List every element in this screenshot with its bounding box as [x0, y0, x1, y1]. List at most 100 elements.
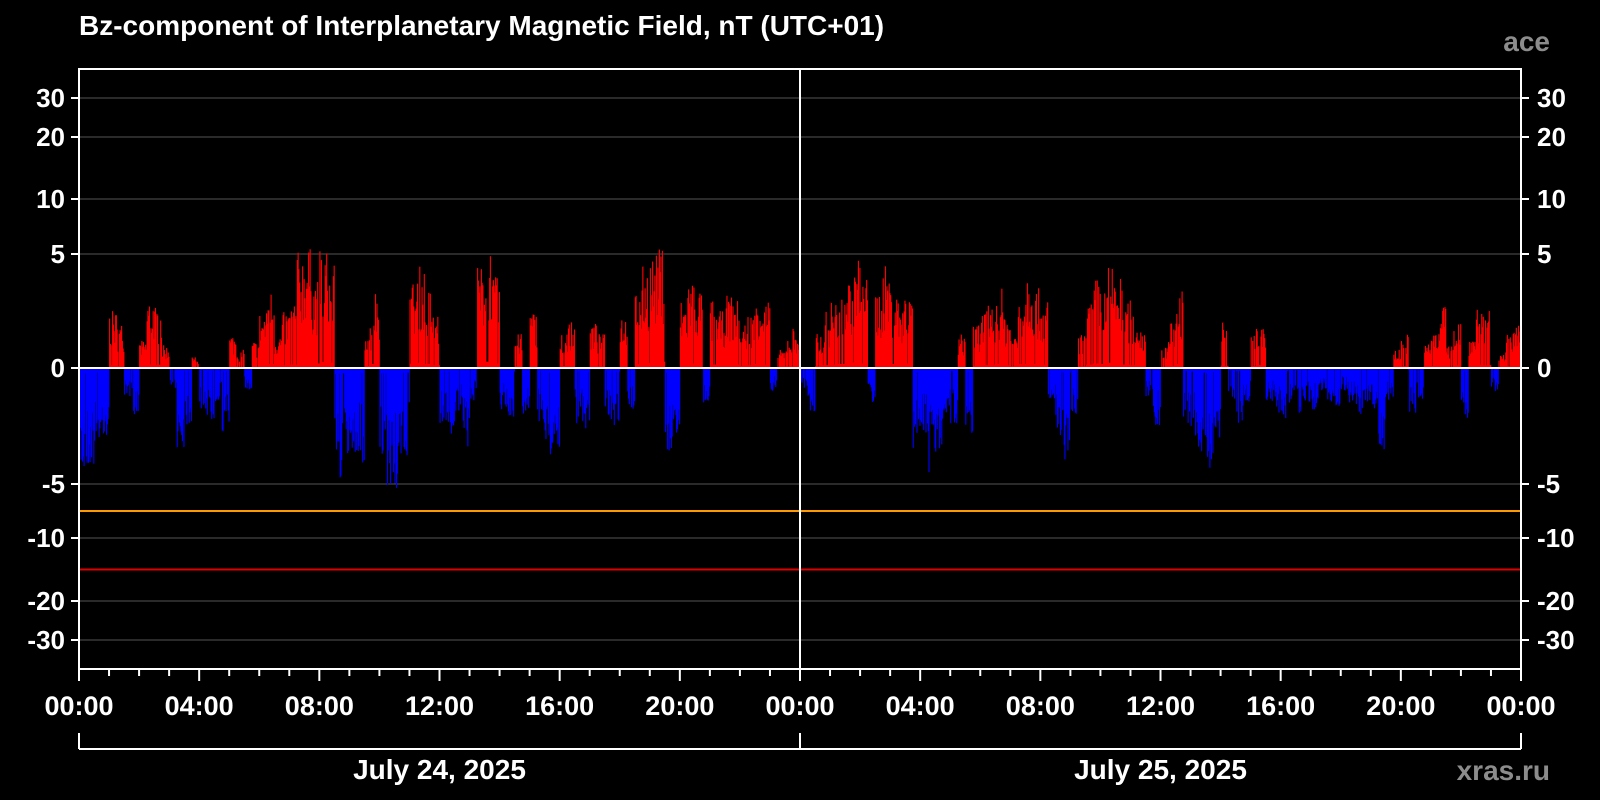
bar-spike — [665, 368, 667, 373]
bar — [627, 368, 636, 409]
bar-spike — [510, 368, 512, 415]
bar-spike — [433, 365, 435, 368]
bar-spike — [1013, 344, 1015, 368]
bar-spike — [1183, 368, 1185, 393]
bar-spike — [1198, 368, 1200, 440]
bar-spike — [851, 334, 853, 368]
bar-spike — [1383, 368, 1385, 450]
bar-spike — [1188, 368, 1190, 393]
bar-spike — [215, 368, 217, 399]
bar — [619, 320, 628, 368]
bar-spike — [1267, 368, 1270, 383]
bar-spike — [589, 333, 591, 368]
bar-spike — [884, 330, 886, 368]
bar-spike — [212, 368, 214, 415]
bar-spike — [1110, 303, 1113, 368]
bar-spike — [297, 252, 299, 368]
bar-spike — [1333, 368, 1335, 397]
bar-spike — [1427, 344, 1430, 368]
bar-spike — [1365, 368, 1367, 389]
bar-spike — [1428, 352, 1430, 368]
source-label: ace — [1503, 26, 1550, 57]
bar-spike — [544, 368, 546, 431]
bar-spike — [608, 368, 610, 415]
bar-spike — [953, 368, 956, 423]
bar-spike — [649, 268, 651, 368]
bar-spike — [1468, 356, 1470, 368]
bar-spike — [1319, 368, 1321, 380]
bar-spike — [380, 368, 383, 374]
bar-spike — [629, 368, 631, 371]
bar-spike — [467, 368, 469, 447]
bar-spike — [1185, 368, 1187, 371]
bar-spike — [886, 286, 888, 368]
bar-spike — [1246, 368, 1248, 385]
bar-spike — [962, 351, 964, 368]
bar-spike — [259, 315, 261, 368]
bar-spike — [1420, 368, 1422, 396]
bar-spike — [118, 333, 120, 368]
bar-spike — [1226, 365, 1228, 368]
bar-spike — [1196, 368, 1198, 423]
bar-spike — [1022, 321, 1024, 368]
bar-spike — [147, 311, 149, 368]
bar-spike — [302, 319, 304, 368]
bar-spike — [435, 326, 437, 368]
bar-spike — [1176, 313, 1178, 368]
bar-spike — [1038, 330, 1040, 368]
bar-spike — [83, 368, 85, 467]
bar-spike — [760, 326, 763, 368]
bar-spike — [181, 368, 184, 442]
bar-spike — [905, 303, 907, 368]
bar-spike — [374, 294, 377, 368]
bar-spike — [1328, 368, 1330, 390]
bar-spike — [1394, 359, 1396, 368]
bar-spike — [210, 368, 212, 412]
bar-spike — [1211, 368, 1213, 424]
bar-spike — [718, 322, 720, 368]
bar-spike — [1010, 341, 1012, 368]
bar-spike — [1057, 368, 1059, 424]
bar — [965, 368, 974, 433]
bar-spike — [924, 368, 926, 405]
bar — [679, 303, 688, 368]
bar-spike — [999, 339, 1001, 368]
bar-spike — [1432, 341, 1434, 368]
bar-spike — [893, 364, 895, 368]
bar-spike — [632, 368, 634, 409]
bar-spike — [981, 322, 983, 368]
bar-spike — [1149, 368, 1152, 386]
bar-spike — [664, 361, 666, 368]
bar-spike — [1376, 368, 1378, 399]
bar-spike — [1237, 368, 1239, 371]
bar-spike — [522, 368, 525, 414]
bar-spike — [1078, 354, 1080, 368]
bar-spike — [1508, 338, 1510, 368]
bar-spike — [356, 368, 359, 433]
bar-spike — [905, 329, 908, 368]
bar-spike — [1338, 368, 1340, 406]
bar-spike — [1438, 334, 1440, 368]
bar-spike — [621, 320, 623, 368]
bar-spike — [1297, 368, 1299, 389]
bar — [867, 368, 876, 402]
bar-spike — [920, 368, 923, 423]
bar-spike — [627, 368, 629, 392]
bar-spike — [457, 368, 459, 391]
bar-spike — [247, 368, 249, 384]
bar-spike — [348, 368, 350, 417]
bar — [206, 368, 215, 419]
bar-spike — [1056, 368, 1059, 428]
bar-spike — [1234, 368, 1236, 399]
bar-spike — [996, 324, 998, 368]
bar-spike — [465, 368, 467, 408]
bar-spike — [1413, 368, 1415, 393]
bar-spike — [480, 310, 482, 368]
bar-spike — [538, 368, 540, 422]
bar-spike — [360, 368, 362, 405]
bar-spike — [1053, 368, 1055, 394]
bar-spike — [91, 368, 93, 413]
bar-spike — [511, 368, 513, 399]
bar-spike — [495, 285, 497, 368]
